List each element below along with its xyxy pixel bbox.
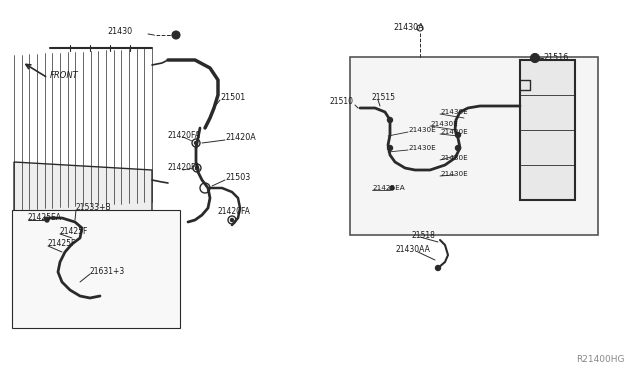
Circle shape — [531, 54, 540, 62]
Text: R21400HG: R21400HG — [577, 356, 625, 365]
Text: 21425F: 21425F — [60, 228, 88, 237]
Text: 21420FA: 21420FA — [168, 164, 201, 173]
Circle shape — [435, 266, 440, 270]
Text: 21430E: 21430E — [440, 129, 468, 135]
Text: 21631+3: 21631+3 — [90, 267, 125, 276]
Text: 21501: 21501 — [220, 93, 245, 103]
Polygon shape — [14, 162, 152, 324]
Text: 21430A: 21430A — [393, 23, 424, 32]
Text: 21518: 21518 — [412, 231, 436, 240]
Circle shape — [387, 118, 392, 122]
Text: 21503: 21503 — [225, 173, 250, 183]
Text: 21533+B: 21533+B — [75, 203, 111, 212]
Text: 21430E: 21430E — [440, 155, 468, 161]
Text: 21430AA: 21430AA — [395, 246, 430, 254]
Bar — [520, 60, 575, 200]
Bar — [350, 57, 598, 235]
Text: 21430: 21430 — [107, 28, 132, 36]
Text: 21420FA: 21420FA — [218, 208, 251, 217]
Text: 21420A: 21420A — [225, 134, 256, 142]
Text: 21515: 21515 — [372, 93, 396, 103]
Bar — [12, 210, 180, 328]
Text: 21420FA: 21420FA — [168, 131, 201, 140]
Text: 21516: 21516 — [543, 54, 568, 62]
Text: 21425F: 21425F — [48, 240, 76, 248]
Circle shape — [456, 132, 461, 138]
Circle shape — [390, 186, 394, 190]
Text: 21430E: 21430E — [408, 145, 436, 151]
Text: 21430E: 21430E — [430, 121, 458, 127]
Circle shape — [195, 141, 198, 144]
Circle shape — [230, 218, 234, 221]
Text: 21430E: 21430E — [440, 171, 468, 177]
Text: 21425EA: 21425EA — [28, 214, 62, 222]
Text: FRONT: FRONT — [50, 71, 79, 80]
Circle shape — [172, 31, 180, 39]
Text: 21425EA: 21425EA — [372, 185, 404, 191]
Circle shape — [45, 218, 49, 222]
Circle shape — [456, 145, 461, 151]
Text: 21510: 21510 — [330, 97, 354, 106]
Circle shape — [387, 145, 392, 151]
Text: 21430E: 21430E — [408, 127, 436, 133]
Text: 21430E: 21430E — [440, 109, 468, 115]
Circle shape — [195, 167, 198, 170]
